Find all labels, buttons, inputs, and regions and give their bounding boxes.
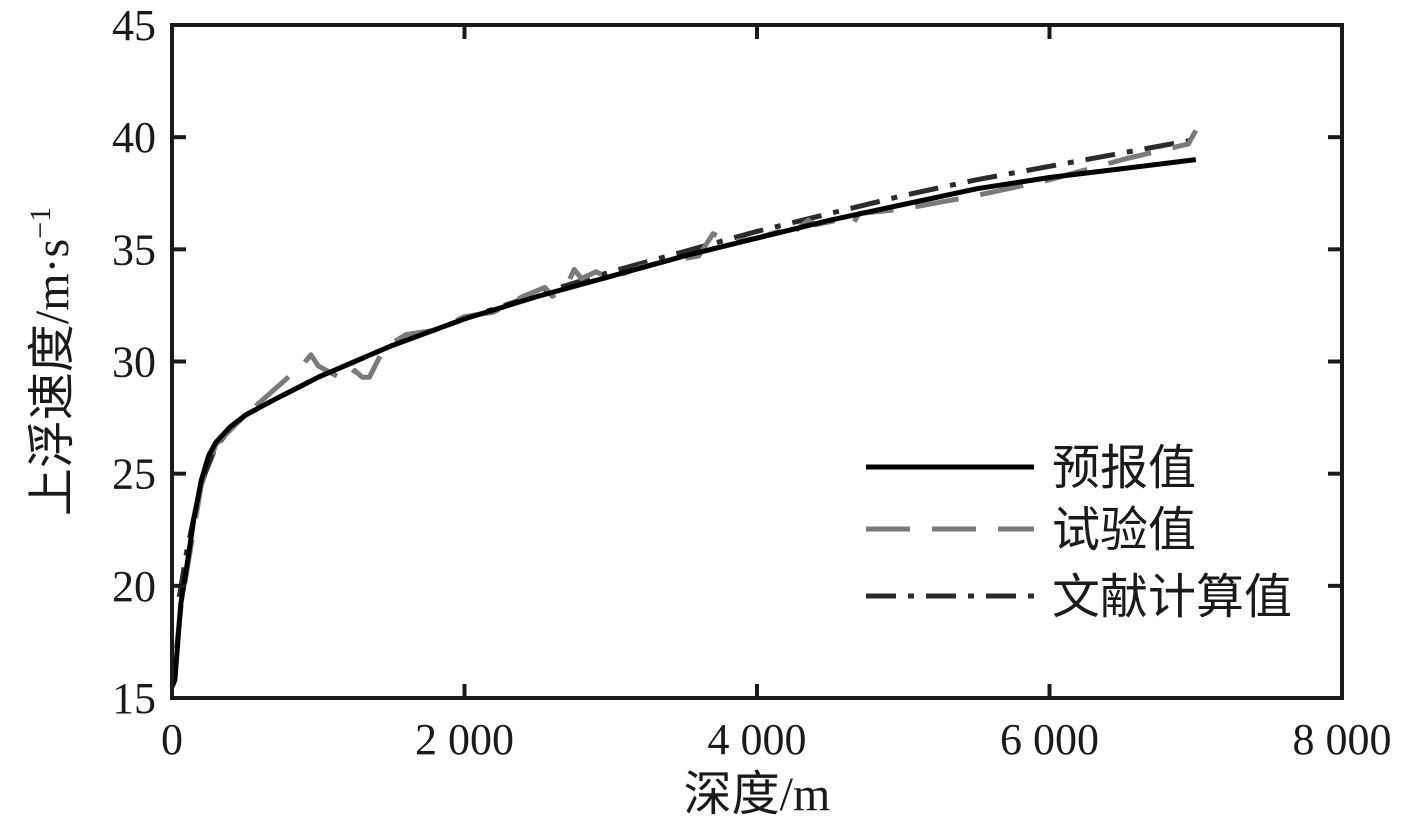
y-tick-label: 20 — [112, 562, 156, 611]
x-axis-title: 深度/m — [684, 768, 831, 817]
y-tick-label: 35 — [112, 225, 156, 274]
legend-label: 预报值 — [1052, 442, 1196, 495]
series-line-dashed — [173, 129, 1198, 649]
x-tick-label: 0 — [161, 715, 183, 764]
y-tick-label: 30 — [112, 338, 156, 387]
y-axis-title-main: 上浮速度/m·s — [26, 239, 79, 516]
x-tick-label: 8 000 — [1293, 715, 1392, 764]
x-tick-label: 6 000 — [1000, 715, 1099, 764]
y-tick-label: 45 — [112, 1, 156, 50]
series-line-dashdot — [176, 136, 1197, 598]
y-axis-title-superscript: −1 — [24, 207, 57, 239]
ticks-layer — [170, 23, 1344, 700]
y-axis-title: 上浮速度/m·s−1 — [24, 207, 79, 516]
tick-labels-layer: 0 2 000 4 000 6 000 8 000 15 20 25 30 35 40 45 — [112, 1, 1392, 764]
legend-label: 试验值 — [1052, 504, 1196, 557]
legend-label: 文献计算值 — [1052, 571, 1292, 624]
y-tick-label: 15 — [112, 674, 156, 723]
y-tick-label: 25 — [112, 450, 156, 499]
series-line-solid — [169, 157, 1197, 688]
series-layer — [169, 129, 1198, 688]
x-tick-label: 4 000 — [708, 715, 807, 764]
y-tick-label: 40 — [112, 113, 156, 162]
x-tick-label: 2 000 — [415, 715, 514, 764]
